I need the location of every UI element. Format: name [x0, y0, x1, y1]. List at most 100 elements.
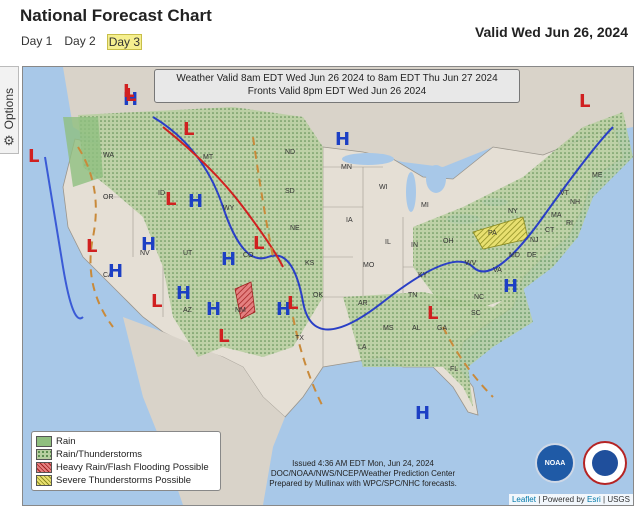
state-label: MT — [203, 154, 214, 161]
state-label: TX — [295, 335, 304, 342]
map-svg: WA OR ID MT ND SD MN WI MI NE IA IL IN O… — [28, 67, 633, 505]
legend-item-rain-thunderstorms: Rain/Thunderstorms — [36, 448, 216, 461]
high-pressure-symbol: H — [108, 261, 123, 282]
trough-line-1 — [77, 146, 114, 328]
state-label: MS — [383, 325, 394, 332]
rain-area-southeast — [343, 287, 533, 407]
rain-area-west — [78, 107, 323, 357]
low-pressure-symbol: L — [123, 81, 134, 102]
trough-line-3 — [292, 316, 324, 408]
state-label: OR — [103, 194, 114, 201]
trough-line-2 — [252, 136, 274, 258]
rain-area-east — [413, 112, 633, 307]
low-pressure-symbol: L — [28, 146, 39, 167]
noaa-logo[interactable]: NOAA — [535, 443, 575, 483]
state-label: RI — [566, 220, 573, 227]
state-label: ME — [592, 172, 603, 179]
state-label: KS — [305, 260, 315, 267]
trough-line-4 — [442, 326, 494, 398]
state-label: NY — [508, 208, 518, 215]
state-label: PA — [488, 230, 497, 237]
high-pressure-symbol: H — [206, 299, 221, 320]
high-pressure-symbol: H — [188, 191, 203, 212]
forecast-map[interactable]: WA OR ID MT ND SD MN WI MI NE IA IL IN O… — [22, 66, 634, 506]
state-label: NH — [570, 199, 580, 206]
state-label: LA — [358, 344, 367, 351]
state-label: OK — [313, 292, 323, 299]
land-mexico — [123, 317, 285, 505]
state-label: WY — [223, 205, 235, 212]
low-pressure-symbol: L — [125, 85, 136, 106]
state-label: KY — [418, 272, 428, 279]
state-label: IA — [346, 217, 353, 224]
high-pressure-symbol: H — [123, 89, 138, 110]
tab-day-3[interactable]: Day 3 — [106, 34, 143, 50]
state-label: GA — [437, 325, 447, 332]
low-pressure-symbol: L — [165, 189, 176, 210]
stationary-front — [152, 116, 614, 331]
high-pressure-symbol: H — [176, 283, 191, 304]
state-label: NE — [290, 225, 300, 232]
map-legend: Rain Rain/Thunderstorms Heavy Rain/Flash… — [31, 431, 221, 491]
low-pressure-symbol: L — [218, 326, 229, 347]
high-pressure-symbol: H — [221, 249, 236, 270]
legend-label: Rain — [56, 436, 76, 447]
state-label: ND — [285, 149, 295, 156]
state-label: CO — [243, 252, 254, 259]
state-label: MO — [363, 262, 375, 269]
issued-info: Issued 4:36 AM EDT Mon, Jun 24, 2024 DOC… — [253, 459, 473, 489]
state-label: CA — [103, 272, 113, 279]
low-pressure-symbol: L — [253, 233, 264, 254]
state-label: NJ — [530, 237, 539, 244]
state-label: WI — [379, 184, 388, 191]
state-label: MI — [421, 202, 429, 209]
state-label: VT — [560, 190, 570, 197]
issued-line-3: Prepared by Mullinax with WPC/SPC/NHC fo… — [269, 479, 457, 488]
legend-item-rain: Rain — [36, 435, 216, 448]
attribution-usgs: | USGS — [603, 495, 630, 504]
state-label: WA — [103, 152, 114, 159]
noaa-logo-text: NOAA — [544, 459, 566, 467]
legend-swatch-rain-thunderstorms — [36, 449, 52, 460]
high-pressure-symbol: H — [276, 299, 291, 320]
state-label: DE — [527, 252, 537, 259]
banner-line-1: Weather Valid 8am EDT Wed Jun 26 2024 to… — [176, 73, 498, 84]
state-label: CT — [545, 227, 555, 234]
page-title: National Forecast Chart — [20, 6, 212, 25]
high-pressure-symbol: H — [503, 276, 518, 297]
state-label: VA — [493, 267, 502, 274]
valid-date: Valid Wed Jun 26, 2024 — [474, 24, 628, 40]
options-label: Options — [2, 87, 16, 129]
options-tab[interactable]: Options ⚙ — [0, 66, 19, 154]
state-label: SD — [285, 188, 295, 195]
legend-item-heavy-rain: Heavy Rain/Flash Flooding Possible — [36, 461, 216, 474]
nws-logo[interactable] — [583, 441, 627, 485]
tab-day-1[interactable]: Day 1 — [21, 34, 53, 48]
state-label: SC — [471, 310, 481, 317]
severe-area — [472, 216, 529, 250]
tab-day-2[interactable]: Day 2 — [64, 34, 96, 48]
state-label: NV — [140, 250, 150, 257]
state-label: MA — [551, 212, 562, 219]
state-label: TN — [408, 292, 417, 299]
legend-label: Rain/Thunderstorms — [56, 449, 143, 460]
lake-michigan — [406, 172, 416, 212]
high-pressure-symbol: H — [415, 403, 430, 424]
day-tabs: Day 1 Day 2 Day 3 — [20, 34, 143, 50]
attribution-powered: | Powered by — [538, 495, 585, 504]
legend-swatch-rain — [36, 436, 52, 447]
low-pressure-symbol: L — [183, 119, 194, 140]
low-pressure-symbol: L — [86, 236, 97, 257]
low-pressure-symbol: L — [579, 91, 590, 112]
lake-huron — [426, 165, 446, 193]
state-label: MN — [341, 164, 352, 171]
state-label: UT — [183, 250, 193, 257]
issued-line-2: DOC/NOAA/NWS/NCEP/Weather Prediction Cen… — [270, 469, 456, 478]
leaflet-link[interactable]: Leaflet — [511, 495, 536, 504]
state-label: NM — [235, 307, 246, 314]
esri-link[interactable]: Esri — [587, 495, 601, 504]
state-label: OH — [443, 238, 454, 245]
legend-item-severe: Severe Thunderstorms Possible — [36, 474, 216, 487]
legend-label: Heavy Rain/Flash Flooding Possible — [56, 462, 209, 473]
state-label: NC — [474, 294, 484, 301]
